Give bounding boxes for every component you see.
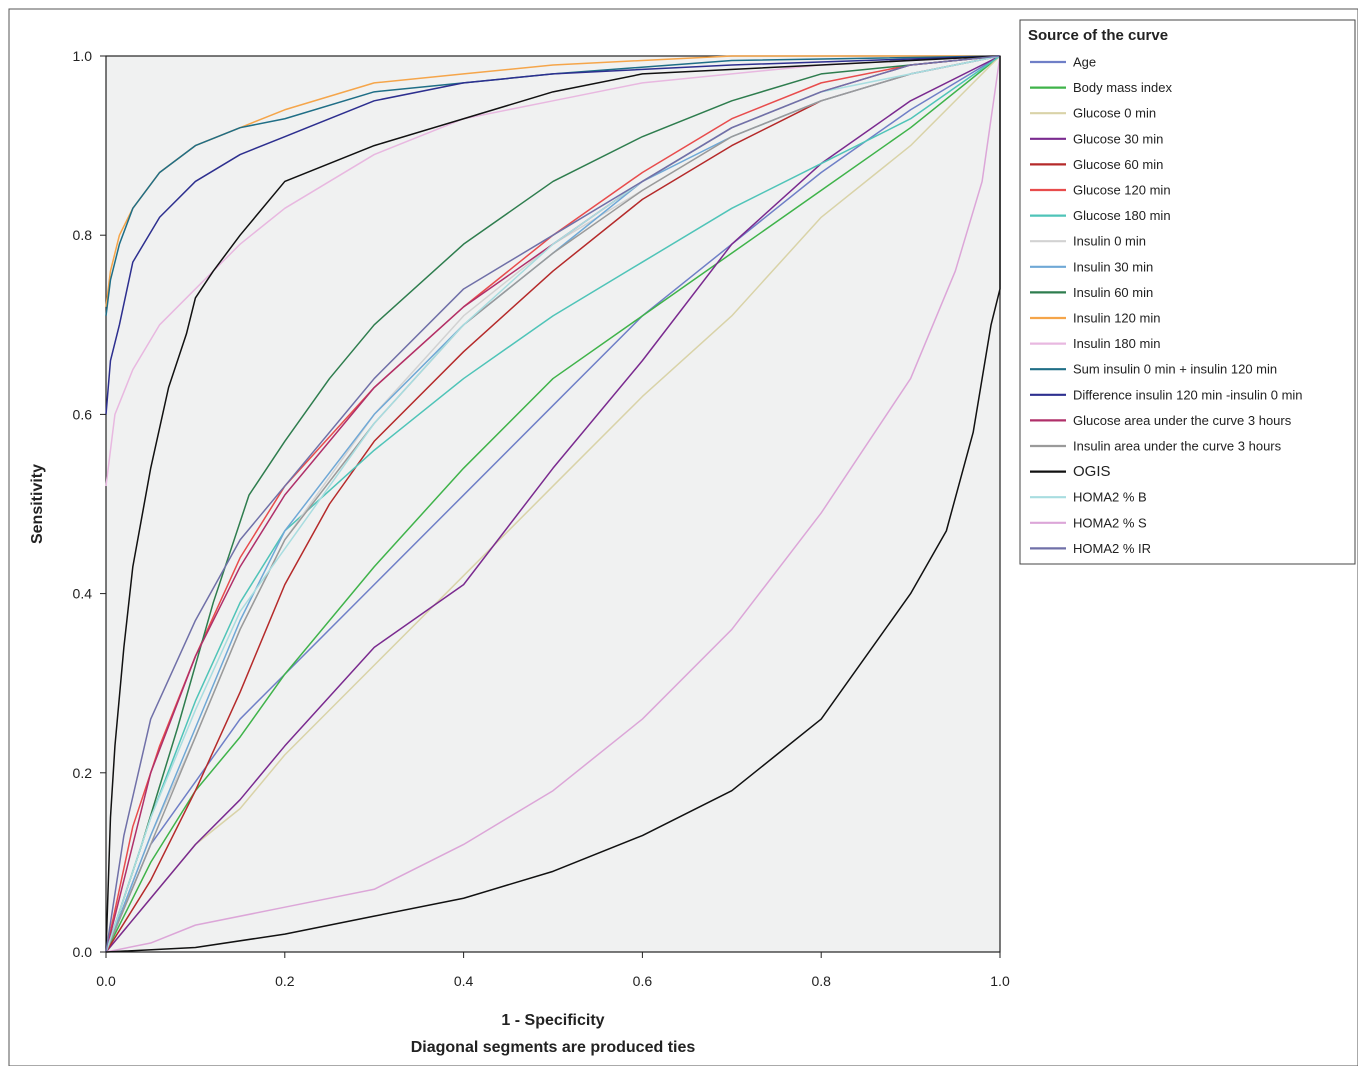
series-line-homa2-s <box>105 55 1001 953</box>
legend-label: Insulin 0 min <box>1073 234 1146 249</box>
y-axis-label: Sensitivity <box>29 464 46 544</box>
series-layer <box>105 55 1001 953</box>
legend-label: Glucose 60 min <box>1073 157 1163 172</box>
legend-label: Insulin 30 min <box>1073 259 1153 274</box>
x-axis-note: Diagonal segments are produced ties <box>411 1039 696 1056</box>
plot-area <box>105 55 1001 953</box>
x-tick-label: 1.0 <box>990 973 1010 989</box>
y-tick-label: 1.0 <box>73 48 93 64</box>
series-line-difference-insulin-120-min-insulin-0-min <box>105 55 1001 415</box>
y-tick-label: 0.6 <box>73 406 93 422</box>
legend-label: HOMA2 % IR <box>1073 541 1151 556</box>
legend-label: HOMA2 % B <box>1073 490 1147 505</box>
legend-label: Glucose 180 min <box>1073 208 1171 223</box>
legend-label: Insulin 60 min <box>1073 285 1153 300</box>
x-tick-label: 0.4 <box>454 973 474 989</box>
legend-label: HOMA2 % S <box>1073 515 1147 530</box>
y-tick-label: 0.4 <box>73 586 93 602</box>
legend-label: Glucose 0 min <box>1073 106 1156 121</box>
legend-label: Sum insulin 0 min + insulin 120 min <box>1073 362 1277 377</box>
series-line-age <box>105 55 1001 953</box>
legend-label: Insulin 180 min <box>1073 336 1160 351</box>
legend-label: Glucose 120 min <box>1073 183 1171 198</box>
series-line-insulin-60-min <box>105 55 1001 953</box>
legend: Source of the curve Age Body mass index Gl… <box>1019 19 1356 565</box>
x-tick-label: 0.0 <box>96 973 116 989</box>
x-tick-label: 0.6 <box>633 973 653 989</box>
legend-label: Glucose area under the curve 3 hours <box>1073 413 1292 428</box>
y-tick-label: 0.2 <box>73 765 93 781</box>
legend-title: Source of the curve <box>1028 27 1168 44</box>
legend-label: Insulin area under the curve 3 hours <box>1073 439 1282 454</box>
axes-layer: 0.0 0.2 0.4 0.6 0.8 1.0 0.0 0.2 0.4 0.6 0.8 1.0 <box>73 48 1010 989</box>
series-line-ogis <box>105 55 1001 953</box>
series-line-insulin-180-min <box>105 55 1001 487</box>
legend-label: OGIS <box>1073 463 1111 480</box>
series-line-homa2-ir <box>105 55 1001 953</box>
x-tick-label: 0.2 <box>275 973 295 989</box>
legend-label: Body mass index <box>1073 80 1172 95</box>
x-axis-label: 1 - Specificity <box>501 1012 604 1029</box>
series-line-ogis-lower <box>105 56 1001 953</box>
series-line-glucose-180-min <box>105 55 1001 953</box>
y-tick-label: 0.0 <box>73 944 93 960</box>
x-tick-label: 0.8 <box>811 973 831 989</box>
legend-box <box>1019 19 1356 565</box>
series-line-glucose-60-min <box>105 55 1001 953</box>
legend-label: Insulin 120 min <box>1073 311 1160 326</box>
legend-label: Difference insulin 120 min -insulin 0 mi… <box>1073 387 1303 402</box>
legend-label: Age <box>1073 55 1096 70</box>
legend-items: Age Body mass index Glucose 0 min Glucose 3… <box>1030 55 1303 556</box>
y-tick-label: 0.8 <box>73 227 93 243</box>
legend-label: Glucose 30 min <box>1073 131 1163 146</box>
